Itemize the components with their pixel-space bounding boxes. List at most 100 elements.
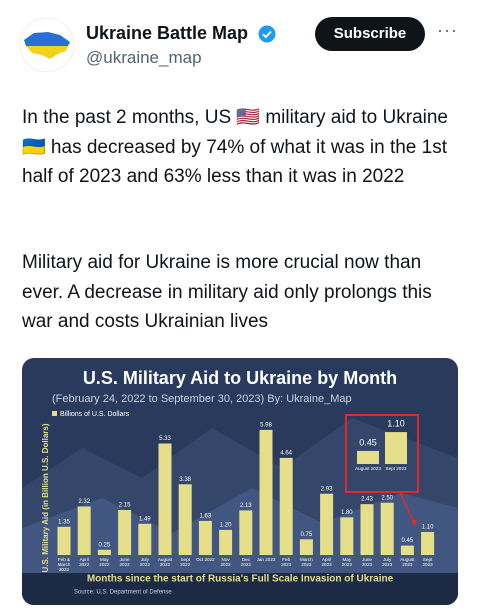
- x-tick-label-text: May 2022: [99, 557, 110, 568]
- value-label: 2.93: [321, 486, 333, 492]
- bar: [360, 504, 374, 555]
- x-tick-label: April 2022: [79, 557, 90, 568]
- x-tick-label-text: Dec 2022: [240, 557, 251, 568]
- value-label: 2.15: [119, 503, 131, 509]
- value-label: 3.38: [179, 477, 191, 483]
- value-label: 4.64: [280, 450, 292, 456]
- x-tick-label: July 2022: [139, 557, 150, 568]
- bar: [279, 457, 293, 555]
- subscribe-button[interactable]: Subscribe: [315, 17, 425, 51]
- bar: [380, 502, 394, 555]
- value-label: 0.25: [99, 542, 111, 548]
- x-tick-label: August 2023: [355, 466, 381, 471]
- value-label: 2.32: [78, 499, 90, 505]
- x-tick-label-text: May 2023: [341, 557, 352, 568]
- x-tick-label-text: Nov 2022: [220, 557, 231, 568]
- x-tick-label-text: Sept 2022: [180, 557, 191, 568]
- x-tick-label-text: April 2023: [321, 557, 332, 568]
- bar: [118, 510, 132, 555]
- chart-image[interactable]: U.S. Military Aid to Ukraine by Month (Fe…: [22, 358, 458, 605]
- x-tick-label-text: June 2022: [119, 557, 130, 568]
- bar: [320, 493, 334, 555]
- inset-bar: [357, 450, 379, 464]
- x-tick-label: Sept 2022: [180, 557, 191, 568]
- x-tick-label: Sept 2023: [385, 466, 407, 471]
- bar: [400, 545, 414, 555]
- account-handle[interactable]: @ukraine_map: [86, 48, 202, 67]
- bar: [178, 484, 192, 555]
- x-tick-label: Feb 2023: [281, 557, 292, 568]
- more-button[interactable]: ···: [437, 20, 458, 40]
- bar: [259, 429, 273, 555]
- x-tick-label-text: July 2023: [382, 557, 393, 568]
- bar: [97, 549, 111, 555]
- bar: [219, 529, 233, 555]
- x-tick-label: March 2023: [300, 557, 313, 568]
- x-tick-label: June 2023: [361, 557, 373, 568]
- chart-title: U.S. Military Aid to Ukraine by Month: [83, 368, 397, 388]
- x-tick-label: Feb & March 2022: [57, 557, 71, 571]
- x-tick-label-text: August 2023: [400, 557, 415, 568]
- legend-swatch: [52, 411, 57, 416]
- x-tick-label-text: Jan 2023: [256, 557, 276, 562]
- bar: [239, 510, 253, 555]
- x-tick-label: June 2022: [119, 557, 130, 568]
- bar: [340, 517, 354, 555]
- x-tick-label: Oct 2022: [196, 557, 215, 562]
- bar: [138, 523, 152, 555]
- x-tick-label: April 2023: [321, 557, 332, 568]
- x-tick-label-text: Feb 2023: [281, 557, 292, 568]
- bar: [421, 531, 435, 555]
- x-tick-label-text: June 2023: [361, 557, 373, 568]
- chart-subtitle: (February 24, 2022 to September 30, 2023…: [52, 393, 352, 405]
- value-label: 1.20: [220, 522, 232, 528]
- arrow: [399, 491, 415, 524]
- avatar[interactable]: [20, 18, 74, 72]
- x-tick-label: Jan 2023: [256, 557, 276, 562]
- verified-badge: [258, 25, 276, 43]
- legend-label: Billions of U.S. Dollars: [60, 411, 130, 418]
- value-label: 1.63: [200, 513, 212, 519]
- x-tick-label-text: Sept 2023: [385, 466, 407, 471]
- bar: [299, 539, 313, 555]
- inset-bar: [385, 432, 407, 464]
- x-tick-label-text: Feb & March 2022: [57, 557, 71, 571]
- x-tick-label-text: July 2022: [139, 557, 150, 568]
- x-tick-label-text: August 2022: [157, 557, 173, 568]
- value-label: 2.43: [361, 497, 373, 503]
- inset-frame: [345, 414, 419, 493]
- bar: [77, 506, 91, 555]
- post-text: Military aid for Ukraine is more crucial…: [22, 252, 432, 332]
- inset-value-label: 0.45: [359, 437, 377, 447]
- x-tick-label: May 2023: [341, 557, 352, 568]
- value-label: 1.49: [139, 516, 151, 522]
- inset-value-label: 1.10: [387, 418, 405, 428]
- value-label: 2.50: [381, 495, 393, 501]
- x-tick-label: Nov 2022: [220, 557, 231, 568]
- x-tick-label: May 2022: [99, 557, 110, 568]
- x-tick-label: July 2023: [382, 557, 393, 568]
- x-tick-label: August 2023: [400, 557, 415, 568]
- value-label: 1.80: [341, 510, 353, 516]
- x-tick-label-text: March 2023: [300, 557, 313, 568]
- value-label: 0.45: [402, 538, 414, 544]
- bar: [198, 520, 212, 555]
- arrow-head: [411, 519, 417, 526]
- x-tick-label-text: Oct 2022: [196, 557, 215, 562]
- value-label: 5.98: [260, 422, 272, 428]
- x-tick-label-text: Sept 2023: [422, 557, 433, 568]
- x-tick-label-text: April 2022: [79, 557, 90, 568]
- x-tick-label-text: August 2023: [355, 466, 381, 471]
- value-label: 0.75: [301, 532, 313, 538]
- value-label: 1.10: [422, 525, 434, 531]
- bar: [158, 443, 172, 555]
- x-axis-label: Months since the start of Russia's Full …: [87, 574, 394, 585]
- account-name[interactable]: Ukraine Battle Map: [86, 23, 249, 43]
- y-axis-label: U.S. Military Aid (in Billion U.S. Dolla…: [41, 423, 50, 572]
- x-tick-label: Dec 2022: [240, 557, 251, 568]
- x-tick-label: August 2022: [157, 557, 173, 568]
- value-label: 2.13: [240, 503, 252, 509]
- x-tick-label: Sept 2023: [422, 557, 433, 568]
- value-label: 1.35: [58, 519, 70, 525]
